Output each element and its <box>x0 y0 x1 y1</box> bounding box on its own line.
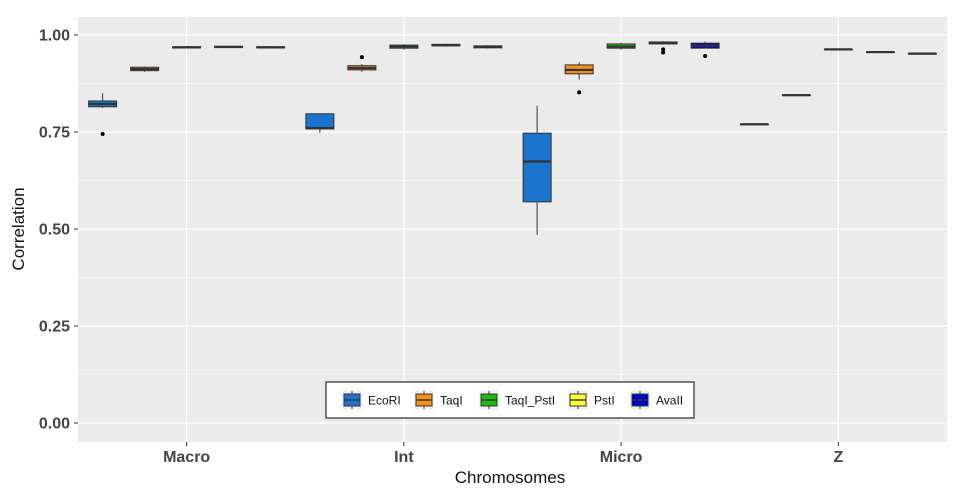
legend-item-ecori: EcoRI <box>342 390 401 410</box>
legend-item-avaii: AvaII <box>630 390 683 410</box>
outlier-point <box>100 131 105 136</box>
box-avaii-macro <box>256 46 286 49</box>
y-tick-label: 0.50 <box>39 222 70 239</box>
box-taqi-macro <box>130 66 160 72</box>
outlier-point <box>703 53 708 58</box>
y-tick-label: 0.75 <box>39 125 70 142</box>
box-psti-z <box>865 50 895 54</box>
legend-label: TaqI <box>440 394 463 408</box>
outlier-point <box>359 55 364 60</box>
box-taqi_psti-z <box>823 48 853 51</box>
box-psti-macro <box>214 45 244 49</box>
x-tick-label-z: Z <box>833 449 843 466</box>
box-body <box>522 132 552 203</box>
box-ecori-macro <box>88 93 118 136</box>
box-ecori-micro <box>522 105 552 235</box>
legend-label: TaqI_PstI <box>505 394 555 408</box>
outlier-point <box>661 47 666 52</box>
box-psti-int <box>431 43 461 47</box>
box-avaii-micro <box>690 41 720 58</box>
box-taqi-int <box>347 55 377 72</box>
legend-label: PstI <box>594 394 615 408</box>
y-tick-label: 1.00 <box>39 28 70 45</box>
legend-item-taqi_psti: TaqI_PstI <box>479 390 555 410</box>
x-axis: Macro Int Micro Z <box>163 442 843 466</box>
box-ecori-z <box>739 123 769 126</box>
box-body <box>305 113 335 130</box>
x-tick-label-micro: Micro <box>600 449 643 466</box>
box-avaii-z <box>907 52 937 55</box>
box-psti-micro <box>648 41 678 55</box>
outlier-point <box>577 90 582 95</box>
x-tick-label-int: Int <box>394 449 414 466</box>
outlier-point <box>661 50 666 55</box>
box-ecori-int <box>305 113 335 133</box>
legend: EcoRI TaqI TaqI_PstI PstI AvaII <box>325 381 695 419</box>
box-taqi_psti-micro <box>606 42 636 50</box>
x-axis-title: Chromosomes <box>455 468 566 487</box>
legend-item-psti: PstI <box>568 390 615 410</box>
y-tick-label: 0.25 <box>39 319 70 336</box>
y-axis: 0.00 0.25 0.50 0.75 1.00 <box>39 28 78 433</box>
grid-layer <box>78 17 947 442</box>
box-taqi-micro <box>564 62 594 95</box>
box-taqi_psti-macro <box>172 46 202 49</box>
box-taqi_psti-int <box>389 44 419 50</box>
legend-label: AvaII <box>656 394 683 408</box>
legend-item-taqi: TaqI <box>414 390 463 410</box>
y-axis-title: Correlation <box>9 187 28 270</box>
boxes-layer <box>88 41 937 235</box>
legend-label: EcoRI <box>368 394 401 408</box>
box-taqi-z <box>781 94 811 97</box>
y-tick-label: 0.00 <box>39 416 70 433</box>
x-tick-label-macro: Macro <box>163 449 210 466</box>
box-avaii-int <box>473 45 503 49</box>
